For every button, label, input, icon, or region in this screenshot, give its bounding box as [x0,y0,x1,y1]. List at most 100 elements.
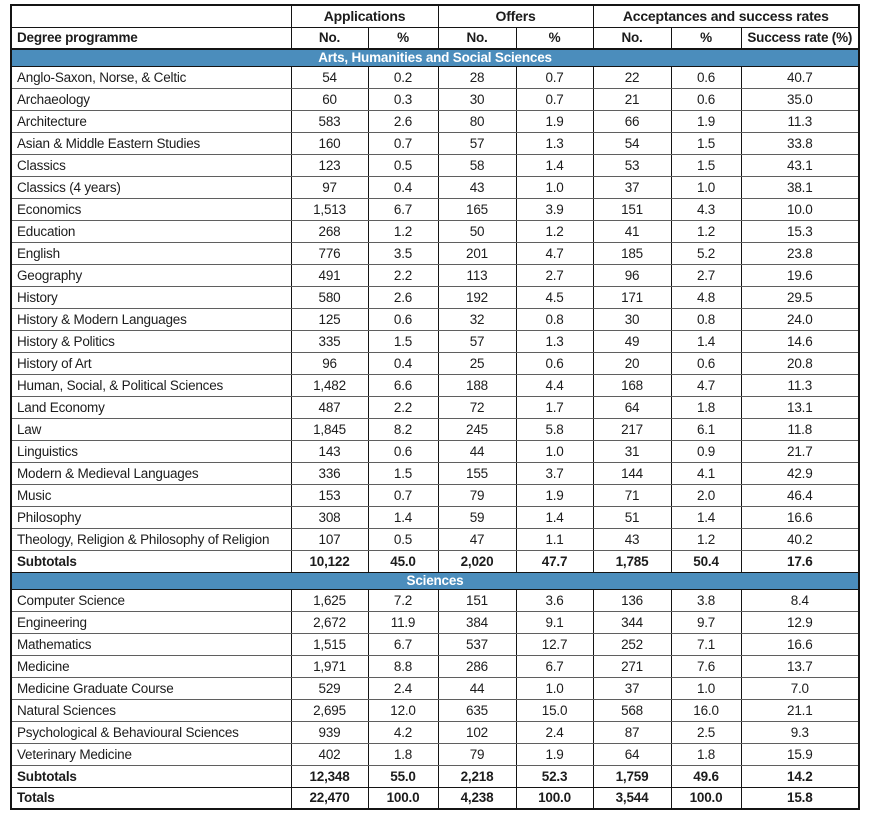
value-cell: 1,971 [290,654,369,678]
value-cell: 776 [290,241,369,265]
value-cell: 16.6 [740,632,860,656]
programme-cell: Medicine [10,654,292,678]
value-cell: 0.6 [670,87,742,111]
value-cell: 491 [290,263,369,287]
value-cell: 8.4 [740,588,860,612]
value-cell: 188 [437,373,517,397]
value-cell: 2.6 [367,109,439,133]
value-cell: 57 [437,131,517,155]
value-cell: 12.7 [515,632,594,656]
value-cell: 30 [592,307,672,331]
value-cell: 11.3 [740,373,860,397]
value-cell: 0.8 [670,307,742,331]
programme-cell: Education [10,219,292,243]
value-cell: 3.9 [515,197,594,221]
value-cell: 4.7 [670,373,742,397]
table-row: Economics 1,513 6.7 165 3.9 151 4.3 10.0 [10,197,860,221]
value-cell: 4.7 [515,241,594,265]
value-cell: 12,348 [290,764,369,788]
acceptances-group-header: Acceptances and success rates [592,4,860,28]
value-cell: 100.0 [367,786,439,810]
table-row: Psychological & Behavioural Sciences 939 4… [10,720,860,744]
value-cell: 1,515 [290,632,369,656]
value-cell: 568 [592,698,672,722]
programme-cell: Psychological & Behavioural Sciences [10,720,292,744]
table-row: Law 1,845 8.2 245 5.8 217 6.1 11.8 [10,417,860,441]
totals-row: Totals 22,470 100.0 4,238 100.0 3,544 100.0 15.… [10,786,860,810]
programme-cell: History of Art [10,351,292,375]
value-cell: 151 [437,588,517,612]
value-cell: 38.1 [740,175,860,199]
value-cell: 0.9 [670,439,742,463]
table-row: Education 268 1.2 50 1.2 41 1.2 15.3 [10,219,860,243]
value-cell: 47.7 [515,549,594,573]
applications-group-header: Applications [290,4,439,28]
value-cell: 35.0 [740,87,860,111]
value-cell: 144 [592,461,672,485]
value-cell: 30 [437,87,517,111]
value-cell: 1.4 [515,505,594,529]
value-cell: 487 [290,395,369,419]
value-cell: 3.6 [515,588,594,612]
value-cell: 1,625 [290,588,369,612]
value-cell: 102 [437,720,517,744]
programme-cell: Music [10,483,292,507]
offers-no-header: No. [437,26,517,50]
value-cell: 7.0 [740,676,860,700]
value-cell: 13.7 [740,654,860,678]
value-cell: 9.3 [740,720,860,744]
table-row: Architecture 583 2.6 80 1.9 66 1.9 11.3 [10,109,860,133]
value-cell: 31 [592,439,672,463]
value-cell: 0.6 [515,351,594,375]
value-cell: 1,482 [290,373,369,397]
value-cell: 47 [437,527,517,551]
programme-cell: Economics [10,197,292,221]
value-cell: 9.7 [670,610,742,634]
value-cell: 308 [290,505,369,529]
value-cell: 15.0 [515,698,594,722]
value-cell: 3,544 [592,786,672,810]
value-cell: 79 [437,742,517,766]
value-cell: 1.9 [670,109,742,133]
table-row: Mathematics 1,515 6.7 537 12.7 252 7.1 16.6 [10,632,860,656]
table-row: Medicine 1,971 8.8 286 6.7 271 7.6 13.7 [10,654,860,678]
programme-cell: Computer Science [10,588,292,612]
value-cell: 3.7 [515,461,594,485]
value-cell: 0.6 [367,307,439,331]
value-cell: 201 [437,241,517,265]
programme-cell: Archaeology [10,87,292,111]
acceptances-pct-header: % [670,26,742,50]
programme-cell: English [10,241,292,265]
value-cell: 4.1 [670,461,742,485]
value-cell: 171 [592,285,672,309]
value-cell: 1.0 [670,175,742,199]
value-cell: 286 [437,654,517,678]
value-cell: 268 [290,219,369,243]
value-cell: 1.2 [367,219,439,243]
value-cell: 45.0 [367,549,439,573]
value-cell: 4.2 [367,720,439,744]
value-cell: 14.2 [740,764,860,788]
column-header-row: Degree programme No. % No. % No. % Succe… [10,26,860,50]
value-cell: 44 [437,439,517,463]
value-cell: 168 [592,373,672,397]
table-row: English 776 3.5 201 4.7 185 5.2 23.8 [10,241,860,265]
value-cell: 6.7 [367,197,439,221]
value-cell: 1.4 [670,329,742,353]
value-cell: 0.8 [515,307,594,331]
value-cell: 1.9 [515,109,594,133]
value-cell: 1.2 [670,219,742,243]
value-cell: 1.5 [367,461,439,485]
value-cell: 529 [290,676,369,700]
value-cell: 42.9 [740,461,860,485]
value-cell: 23.8 [740,241,860,265]
section-banner-row: Sciences [10,571,860,590]
value-cell: 12.0 [367,698,439,722]
value-cell: 96 [592,263,672,287]
table-body: Arts, Humanities and Social Sciences Angl… [10,48,860,810]
value-cell: 14.6 [740,329,860,353]
value-cell: 0.7 [515,87,594,111]
value-cell: 1.4 [367,505,439,529]
programme-cell: Philosophy [10,505,292,529]
programme-cell: Subtotals [10,549,292,573]
